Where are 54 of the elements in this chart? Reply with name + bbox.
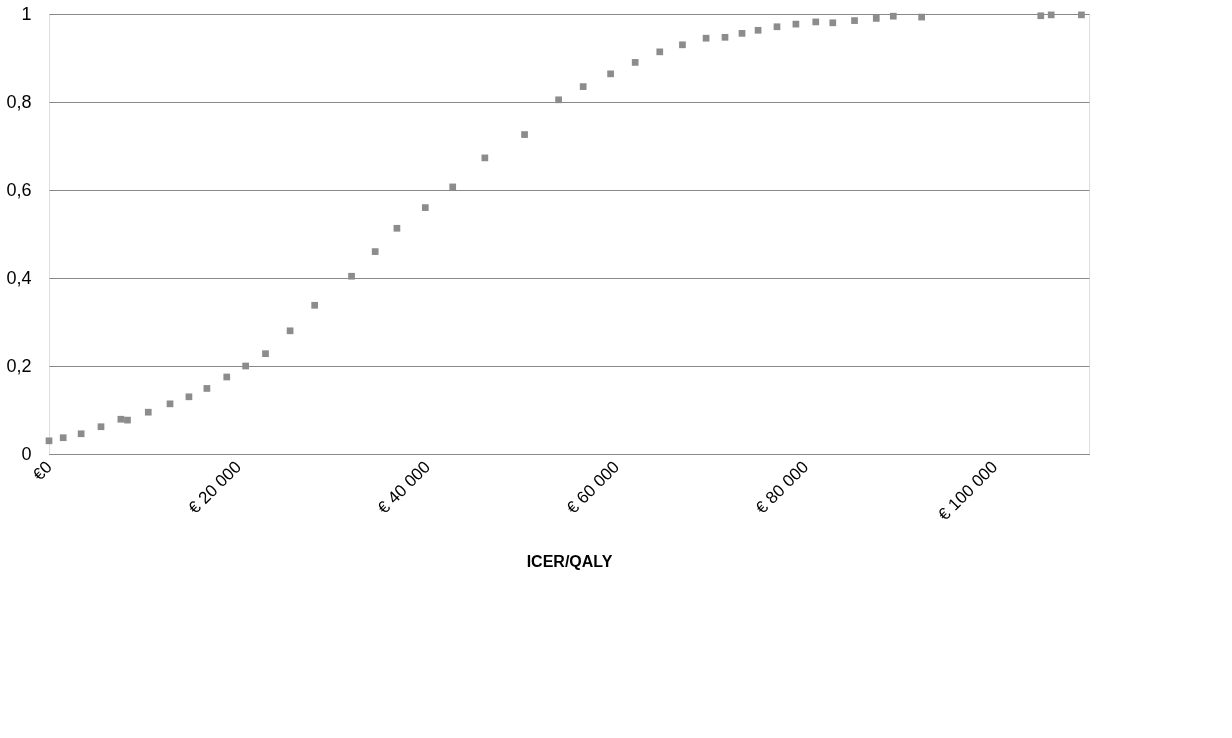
point (607, 70, 614, 78)
y-tick-label: 0,6 (6, 179, 32, 200)
point (738, 30, 746, 37)
y-tick-label: 1 (21, 3, 32, 24)
point (449, 183, 457, 191)
x-tick-label: € 40 000 (373, 457, 435, 518)
x-tick-label: €0 (29, 457, 56, 485)
y-tick-label: 0,2 (6, 355, 32, 376)
x-tick-label: € 60 000 (562, 457, 624, 518)
y-tick-label: 0 (21, 443, 32, 464)
point (144, 408, 152, 416)
point (889, 12, 897, 20)
point (656, 48, 664, 56)
point (77, 430, 85, 438)
point (185, 393, 193, 401)
y-tick-label: 0,4 (6, 267, 32, 288)
point (1047, 11, 1055, 19)
y-tick-label: 0,8 (6, 91, 32, 112)
point (117, 415, 125, 423)
point (124, 416, 131, 424)
point (262, 350, 269, 358)
x-tick-label: € 20 000 (184, 457, 245, 518)
point (286, 327, 294, 335)
point (754, 26, 762, 34)
point (242, 362, 250, 370)
point (223, 373, 231, 381)
x-tick-label: € 100 000 (934, 457, 1002, 525)
point (579, 83, 587, 90)
point (679, 41, 686, 49)
point (721, 33, 729, 41)
point (521, 131, 528, 138)
point (918, 13, 926, 21)
point (851, 17, 858, 24)
point (1078, 11, 1085, 19)
point (371, 248, 379, 255)
point (1037, 12, 1045, 20)
point (59, 434, 67, 442)
x-tick-label: € 80 000 (751, 457, 813, 518)
point (166, 400, 174, 408)
point (829, 19, 837, 27)
point (872, 15, 880, 22)
point (702, 34, 710, 42)
point (348, 272, 355, 280)
x-axis-title: ICER/QALY (526, 552, 613, 570)
point (773, 23, 781, 31)
point (555, 96, 562, 104)
point (421, 204, 429, 211)
point (631, 59, 639, 66)
point (97, 423, 105, 431)
point (203, 385, 211, 392)
point (812, 18, 820, 26)
point (393, 224, 401, 232)
point (45, 437, 53, 445)
point (311, 301, 319, 309)
